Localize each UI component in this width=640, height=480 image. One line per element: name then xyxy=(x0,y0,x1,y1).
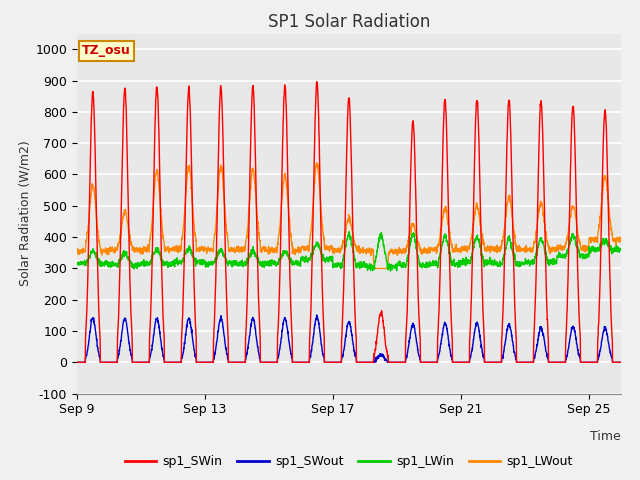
Legend: sp1_SWin, sp1_SWout, sp1_LWin, sp1_LWout: sp1_SWin, sp1_SWout, sp1_LWin, sp1_LWout xyxy=(120,450,578,473)
Y-axis label: Solar Radiation (W/m2): Solar Radiation (W/m2) xyxy=(18,141,31,287)
Text: Time: Time xyxy=(590,430,621,443)
Title: SP1 Solar Radiation: SP1 Solar Radiation xyxy=(268,12,430,31)
Text: TZ_osu: TZ_osu xyxy=(82,44,131,58)
